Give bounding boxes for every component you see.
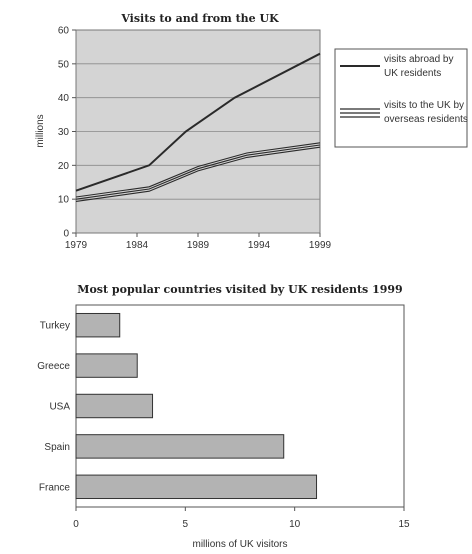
line-x-ticks: 1979 1984 1989 1994 1999 xyxy=(65,233,332,251)
line-x-tick-label: 1979 xyxy=(65,240,88,251)
series-line-visits-to-uk-3 xyxy=(75,146,321,202)
line-x-tick-label: 1989 xyxy=(187,240,210,251)
line-x-tick-label: 1994 xyxy=(248,240,271,251)
bar-x-tick-label: 15 xyxy=(398,519,410,530)
legend-label-to-uk-line2: overseas residents xyxy=(384,114,468,125)
series-line-visits-abroad xyxy=(75,52,321,192)
bar-turkey xyxy=(75,312,121,338)
bar-category-label: USA xyxy=(49,402,70,413)
line-legend: visits abroad by UK residents visits to … xyxy=(334,48,468,148)
series-line-visits-to-uk-1 xyxy=(75,142,321,198)
bar-spain xyxy=(75,434,285,459)
legend-label-abroad-line1: visits abroad by xyxy=(384,54,453,65)
line-grid xyxy=(76,63,320,200)
bar-plot-area xyxy=(75,304,405,508)
bar-x-axis-label: millions of UK visitors xyxy=(192,539,287,550)
bar-france xyxy=(75,474,318,500)
line-y-tick-label: 10 xyxy=(58,195,70,206)
bar-category-label: Spain xyxy=(44,442,70,453)
bar-group xyxy=(75,312,318,500)
line-x-tick-label: 1984 xyxy=(126,240,149,251)
bar-category-label: France xyxy=(39,482,71,493)
legend-label-abroad-line2: UK residents xyxy=(384,68,441,79)
bar-usa xyxy=(75,393,154,419)
line-chart-title: Visits to and from the UK xyxy=(120,12,279,25)
line-chart: Visits to and from the UK 0102030405060 … xyxy=(35,12,468,251)
line-y-tick-label: 60 xyxy=(58,26,70,37)
line-y-axis-label: millions xyxy=(35,114,46,147)
line-y-tick-label: 50 xyxy=(58,59,70,70)
bar-x-tick-label: 0 xyxy=(73,519,79,530)
bar-greece xyxy=(75,353,138,378)
line-y-tick-label: 20 xyxy=(58,161,70,172)
series-line-visits-to-uk-2 xyxy=(75,144,321,200)
bar-x-tick-label: 10 xyxy=(289,519,301,530)
bar-category-label: Greece xyxy=(37,361,70,372)
bar-chart-title: Most popular countries visited by UK res… xyxy=(77,283,402,296)
line-y-tick-label: 40 xyxy=(58,93,70,104)
bar-category-label: Turkey xyxy=(40,321,70,332)
bar-x-tick-label: 5 xyxy=(183,519,189,530)
bar-category-labels: Turkey Greece USA Spain France xyxy=(37,321,70,494)
bar-chart: Most popular countries visited by UK res… xyxy=(37,283,410,550)
line-series-group xyxy=(75,52,321,202)
legend-label-to-uk-line1: visits to the UK by xyxy=(384,100,464,111)
bar-x-ticks: 0 5 10 15 xyxy=(73,507,410,530)
line-y-tick-label: 0 xyxy=(63,229,69,240)
line-x-tick-label: 1999 xyxy=(309,240,332,251)
line-y-ticks: 0 10 20 30 40 50 60 xyxy=(58,26,76,240)
line-y-tick-label: 30 xyxy=(58,127,70,138)
